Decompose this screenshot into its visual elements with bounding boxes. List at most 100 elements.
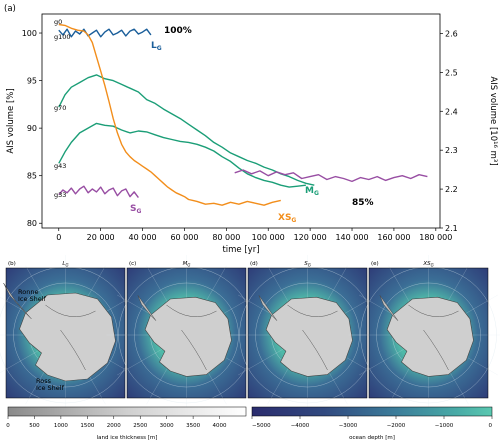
- colorbar-ice-tick-label: 1000: [54, 423, 68, 429]
- x-tick-label: 0: [56, 233, 61, 242]
- x-axis: 0 20 000 40 000 60 000 80 000 100 000 120 000 1…: [56, 228, 452, 242]
- colorbar-ice-tick-label: 3500: [186, 423, 200, 429]
- annotation-g33: g33: [54, 191, 66, 199]
- colorbar-ice-thickness: [7, 406, 247, 417]
- x-tick-label: 160 000: [377, 233, 410, 242]
- x-axis-label: time [yr]: [222, 245, 259, 255]
- annotation-100pct: 100%: [164, 26, 192, 36]
- series-label-lg: LG: [151, 41, 162, 52]
- ross-label-2: Ice Shelf: [36, 384, 65, 392]
- y-axis-left: 80 85 90 95 100: [22, 29, 42, 228]
- annotation-85pct: 85%: [352, 198, 374, 208]
- peninsula: [258, 295, 278, 321]
- map-panel-title: XSG: [422, 261, 433, 268]
- colorbar-ocean-depth: [251, 406, 493, 417]
- series-line-xs: [58, 23, 281, 206]
- ice-sheet: [386, 296, 474, 377]
- map-panel-label: (b): [8, 261, 16, 267]
- y-right-tick-label: 2.1: [445, 224, 458, 233]
- map-frame: [5, 267, 126, 399]
- y-tick-label: 100: [22, 29, 37, 38]
- ice-sheet: [144, 296, 232, 377]
- y-tick-label: 95: [27, 77, 37, 86]
- peninsula: [137, 295, 157, 321]
- drainage-basin-line: [287, 304, 338, 371]
- x-tick-label: 80 000: [212, 233, 240, 242]
- y-tick-label: 90: [27, 124, 37, 133]
- drainage-basin-line: [45, 304, 96, 371]
- annotation-g70: g70: [54, 104, 66, 112]
- annotation-g100: g100: [54, 33, 71, 41]
- series-label-sg: SG: [130, 204, 141, 215]
- map-panel-1: (b) LG: [0, 255, 146, 415]
- ross-label-1: Ross: [36, 377, 52, 385]
- series-label-xsg: XSG: [278, 213, 296, 224]
- drainage-basin-line: [166, 304, 217, 371]
- x-tick-label: 100 000: [252, 233, 285, 242]
- ice-sheet: [19, 292, 116, 382]
- map-panel-label: (d): [250, 261, 258, 267]
- drainage-basin-line: [408, 304, 459, 371]
- colorbar-ocean-tick-label: −4000: [291, 423, 310, 429]
- x-tick-label: 140 000: [335, 233, 368, 242]
- series-line-l: [58, 28, 152, 38]
- colorbar-ocean-tick-label: −1000: [435, 423, 454, 429]
- y-right-tick-label: 2.6: [445, 29, 458, 38]
- annotation-g43: g43: [54, 162, 66, 170]
- peninsula: [3, 282, 32, 320]
- x-tick-label: 120 000: [294, 233, 327, 242]
- map-panel-label: (e): [371, 261, 379, 267]
- map-frame: [247, 267, 368, 399]
- colorbar-ocean-ticks: −5000 −4000 −3000 −2000 −1000 0: [251, 416, 493, 429]
- colorbar-ice-tick-label: 2500: [133, 423, 147, 429]
- y-right-tick-label: 2.2: [445, 185, 458, 194]
- colorbar-ice-tick-label: 500: [29, 423, 40, 429]
- plot-frame: [41, 13, 441, 229]
- map-panel-title: MG: [183, 261, 191, 268]
- ice-sheet: [265, 296, 353, 377]
- x-tick-label: 20 000: [87, 233, 115, 242]
- colorbar-ocean-label: ocean depth [m]: [349, 435, 395, 441]
- colorbar-ice-label: land ice thickness [m]: [97, 435, 158, 441]
- series-label-mg: MG: [305, 186, 319, 197]
- colorbar-ice-tick-label: 1500: [80, 423, 94, 429]
- colorbar-ocean-tick-label: −2000: [387, 423, 406, 429]
- map-panels: (b) LG (c) MG (d) SG (e) XSG: [0, 255, 500, 415]
- ronne-label-2: Ice Shelf: [18, 295, 47, 303]
- panel-a-label: (a): [4, 4, 16, 14]
- colorbar-ocean-tick-label: −3000: [339, 423, 358, 429]
- peninsula: [379, 295, 399, 321]
- map-panel-label: (c): [129, 261, 136, 267]
- series-line-g33-long: [234, 169, 428, 183]
- colorbar-ice-tick-label: 3000: [160, 423, 174, 429]
- y-tick-label: 80: [27, 219, 37, 228]
- y-axis-label-right: AIS volume [10¹⁶ m³]: [488, 76, 498, 165]
- x-tick-label: 180 000: [419, 233, 452, 242]
- colorbar-ice-tick-label: 4000: [213, 423, 227, 429]
- y-right-tick-label: 2.3: [445, 146, 458, 155]
- map-panel-title: SG: [304, 261, 311, 268]
- map-panel-4: (e) XSG: [348, 255, 500, 415]
- y-right-tick-label: 2.4: [445, 107, 458, 116]
- series-line-g43: [58, 122, 306, 188]
- annotation-g0: g0: [54, 18, 62, 26]
- colorbar-ice-tick-label: 0: [6, 423, 10, 429]
- series-line-m: [58, 74, 315, 186]
- colorbar-ice-ticks: 0 500 1000 1500 2000 2500 3000 3500 4000: [6, 416, 227, 429]
- map-panel-3: (d) SG: [227, 255, 388, 415]
- series-line-s: [58, 185, 139, 199]
- ronne-label-1: Ronne: [18, 288, 38, 296]
- map-frame: [368, 267, 489, 399]
- colorbar-ice-tick-label: 2000: [107, 423, 121, 429]
- y-axis-label-left: AIS volume [%]: [6, 88, 16, 153]
- series-layer: [58, 23, 428, 206]
- y-right-tick-label: 2.5: [445, 68, 458, 77]
- map-frame: [126, 267, 247, 399]
- map-panel-2: (c) MG: [106, 255, 267, 415]
- map-panel-title: LG: [62, 261, 68, 268]
- x-tick-label: 40 000: [129, 233, 157, 242]
- y-tick-label: 85: [27, 172, 37, 181]
- x-tick-label: 60 000: [170, 233, 198, 242]
- y-axis-right: 2.1 2.2 2.3 2.4 2.5 2.6: [440, 29, 458, 233]
